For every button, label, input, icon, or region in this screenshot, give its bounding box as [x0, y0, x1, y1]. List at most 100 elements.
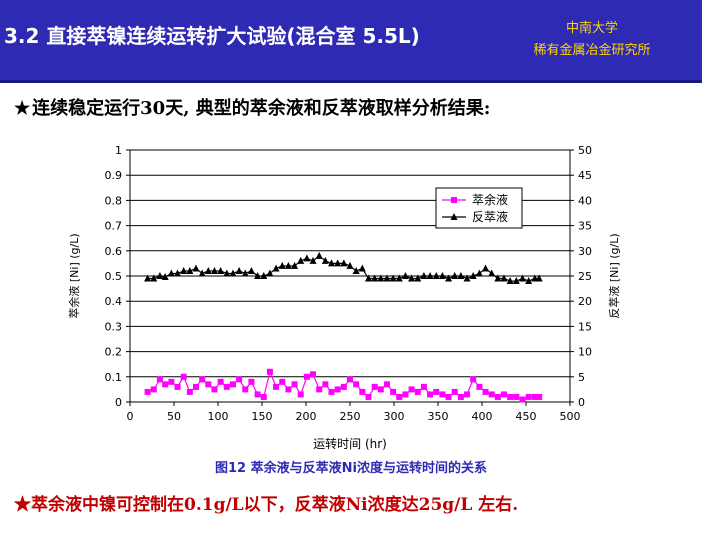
data-point-raffinate	[310, 371, 317, 378]
y-right-tick-label: 0	[578, 396, 585, 409]
data-point-raffinate	[211, 386, 218, 393]
data-point-strip	[358, 264, 366, 272]
data-point-raffinate	[353, 381, 360, 388]
y-left-tick-label: 0.9	[105, 169, 123, 182]
data-point-strip	[217, 266, 225, 274]
legend-marker-triangle	[450, 213, 458, 220]
data-point-strip	[432, 272, 440, 279]
legend-label: 反萃液	[472, 209, 508, 224]
data-point-strip	[482, 264, 490, 272]
data-point-raffinate	[205, 381, 212, 388]
data-point-strip	[457, 272, 465, 279]
y-left-tick-label: 0.5	[105, 270, 123, 283]
data-point-raffinate	[347, 376, 353, 383]
data-point-raffinate	[156, 376, 163, 383]
data-point-raffinate	[273, 383, 280, 390]
y-right-tick-label: 35	[578, 220, 592, 233]
data-point-strip	[204, 266, 212, 274]
y-right-tick-label: 15	[578, 320, 592, 333]
legend-box	[435, 187, 523, 229]
data-point-strip	[303, 254, 311, 262]
data-point-raffinate	[445, 393, 452, 400]
data-point-raffinate	[223, 383, 230, 390]
data-point-raffinate	[291, 381, 298, 388]
x-tick-label: 150	[252, 410, 273, 423]
data-point-strip	[371, 274, 379, 282]
header-divider	[0, 80, 702, 83]
y-left-tick-label: 0.1	[105, 371, 123, 384]
data-point-strip	[186, 266, 194, 274]
data-point-strip	[284, 261, 292, 269]
data-point-strip	[512, 277, 520, 285]
data-point-raffinate	[476, 383, 483, 390]
data-point-raffinate	[340, 383, 347, 390]
data-point-strip	[192, 264, 200, 272]
data-point-raffinate	[536, 393, 543, 400]
data-point-raffinate	[217, 378, 224, 385]
data-point-strip	[223, 269, 231, 277]
x-tick-label: 200	[296, 410, 317, 423]
y-right-tick-label: 5	[578, 371, 585, 384]
data-point-strip	[229, 269, 237, 277]
data-point-raffinate	[427, 391, 434, 398]
data-point-strip	[531, 274, 539, 282]
data-point-raffinate	[519, 396, 526, 403]
legend-label: 萃余液	[472, 192, 508, 207]
data-point-strip	[161, 273, 169, 281]
figure-caption: 图12 萃余液与反萃液Ni浓度与运转时间的关系	[215, 461, 487, 476]
data-point-raffinate	[464, 391, 471, 398]
data-point-strip	[438, 272, 446, 279]
y-right-tick-label: 25	[578, 270, 592, 283]
data-point-strip	[420, 272, 428, 279]
data-point-raffinate	[316, 386, 323, 393]
data-point-strip	[426, 272, 434, 279]
x-tick-label: 500	[560, 410, 581, 423]
data-point-strip	[247, 266, 255, 274]
data-point-raffinate	[402, 391, 409, 398]
data-point-raffinate	[359, 388, 366, 395]
organization-label: 中南大学 稀有金属冶金研究所	[512, 18, 672, 62]
data-point-strip	[328, 259, 336, 267]
data-point-raffinate	[420, 383, 427, 390]
conclusion-bullet: ★萃余液中镍可控制在0.1g/L以下，反萃液Ni浓度达25g/L 左右.	[14, 490, 518, 515]
data-point-strip	[174, 269, 182, 277]
data-point-raffinate	[334, 386, 341, 393]
y-right-tick-label: 10	[578, 346, 592, 359]
data-point-strip	[309, 256, 317, 264]
data-point-raffinate	[199, 376, 206, 383]
data-point-raffinate	[297, 391, 304, 398]
data-point-raffinate	[396, 393, 403, 400]
data-point-raffinate	[377, 386, 384, 393]
data-point-strip	[167, 269, 175, 277]
data-point-strip	[278, 261, 286, 269]
x-axis-title: 运转时间 (hr)	[313, 436, 387, 451]
data-point-raffinate	[383, 381, 390, 388]
data-point-strip	[297, 256, 305, 264]
data-point-strip	[266, 269, 274, 277]
data-point-strip	[500, 274, 508, 282]
data-point-raffinate	[365, 393, 372, 400]
intro-bullet: ★ 连续稳定运行30天, 典型的萃余液和反萃液取样分析结果:	[14, 94, 490, 120]
data-point-strip	[144, 274, 152, 282]
data-point-strip	[150, 274, 158, 282]
data-point-raffinate	[279, 378, 286, 385]
y-right-tick-label: 45	[578, 169, 592, 182]
y-left-tick-label: 0.7	[105, 220, 123, 233]
data-point-raffinate	[174, 383, 181, 390]
data-point-raffinate	[470, 376, 477, 383]
data-point-raffinate	[488, 391, 495, 398]
data-point-raffinate	[482, 388, 489, 395]
y-left-tick-label: 0.2	[105, 346, 123, 359]
y-left-tick-label: 0.6	[105, 245, 123, 258]
y-right-axis-title: 反萃液 [Ni] (g/L)	[607, 233, 621, 318]
legend-marker-square	[451, 197, 457, 203]
data-point-raffinate	[433, 388, 440, 395]
data-point-raffinate	[248, 378, 255, 385]
data-point-raffinate	[285, 386, 292, 393]
data-point-raffinate	[328, 388, 335, 395]
data-point-strip	[340, 259, 348, 267]
data-point-strip	[469, 272, 477, 279]
data-point-raffinate	[162, 381, 169, 388]
data-point-raffinate	[180, 373, 187, 380]
x-tick-label: 50	[167, 410, 181, 423]
